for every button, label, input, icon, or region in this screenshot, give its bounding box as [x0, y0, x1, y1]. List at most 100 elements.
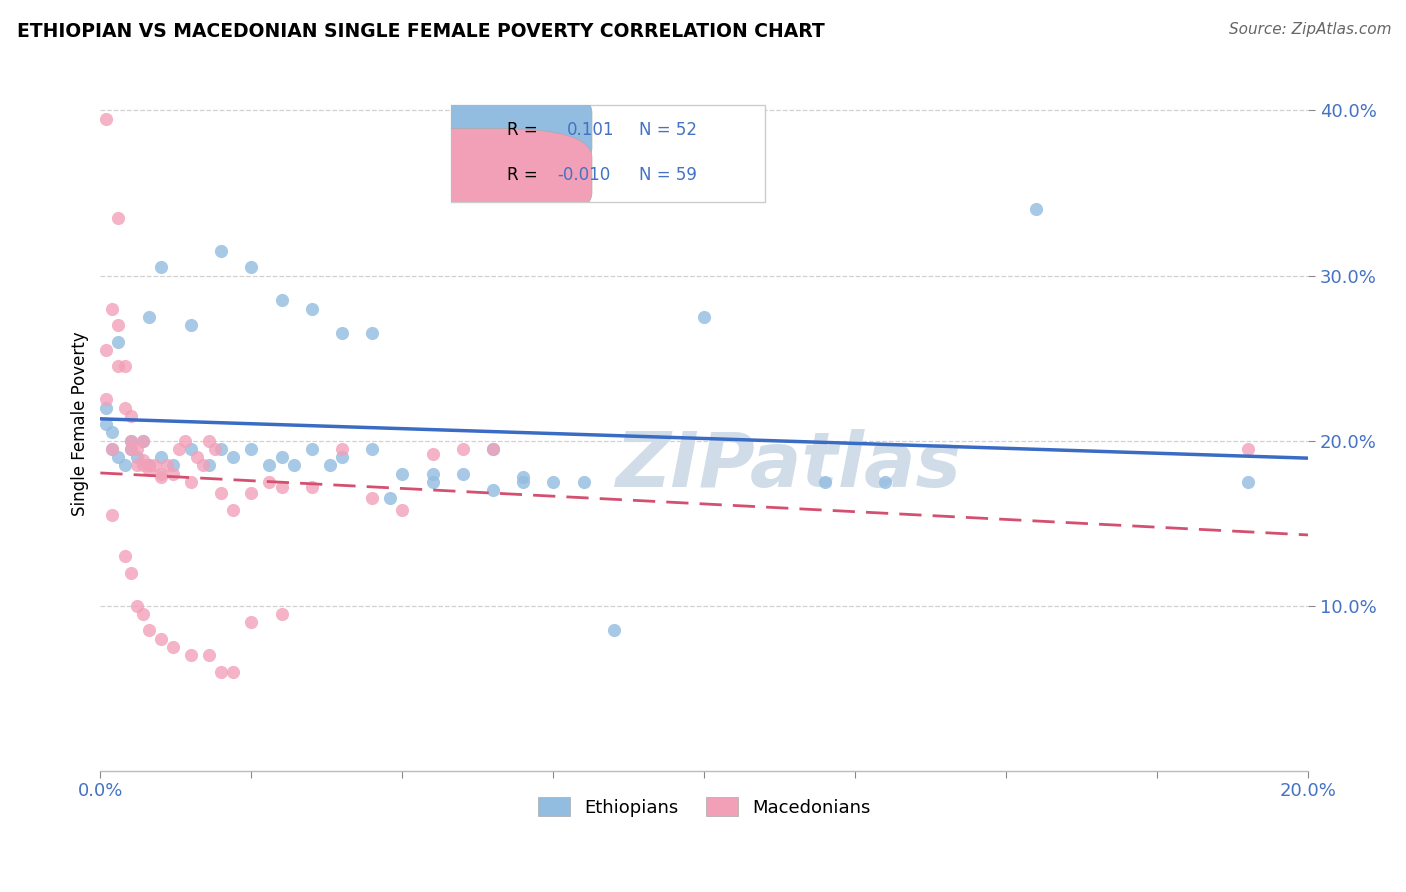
Point	[482, 483, 505, 497]
Point	[114, 359, 136, 374]
Point	[209, 244, 232, 258]
Point	[107, 359, 129, 374]
Point	[120, 434, 142, 448]
Point	[149, 632, 172, 646]
Point	[198, 434, 221, 448]
Point	[156, 458, 179, 473]
Point	[222, 503, 245, 517]
Text: ETHIOPIAN VS MACEDONIAN SINGLE FEMALE POVERTY CORRELATION CHART: ETHIOPIAN VS MACEDONIAN SINGLE FEMALE PO…	[17, 22, 825, 41]
Point	[101, 442, 124, 456]
Point	[120, 442, 142, 456]
Point	[107, 450, 129, 464]
Point	[138, 458, 160, 473]
Y-axis label: Single Female Poverty: Single Female Poverty	[72, 332, 89, 516]
Point	[96, 401, 118, 415]
Point	[422, 467, 444, 481]
Point	[693, 310, 716, 324]
Point	[482, 442, 505, 456]
Point	[125, 458, 148, 473]
Point	[512, 475, 534, 489]
Point	[96, 392, 118, 407]
Point	[204, 442, 226, 456]
Point	[138, 624, 160, 638]
Point	[301, 480, 323, 494]
Point	[391, 503, 413, 517]
Point	[259, 458, 281, 473]
Point	[131, 434, 153, 448]
Point	[125, 599, 148, 613]
Point	[96, 417, 118, 431]
Point	[180, 648, 202, 662]
Point	[149, 470, 172, 484]
Point	[107, 334, 129, 349]
Point	[240, 486, 263, 500]
Point	[114, 401, 136, 415]
Point	[96, 112, 118, 126]
Point	[380, 491, 402, 506]
Point	[451, 467, 474, 481]
Point	[107, 211, 129, 225]
Point	[131, 607, 153, 621]
Point	[512, 470, 534, 484]
Point	[174, 434, 197, 448]
Point	[330, 326, 353, 341]
Point	[186, 450, 208, 464]
Point	[1237, 475, 1260, 489]
Point	[270, 480, 292, 494]
Point	[101, 425, 124, 440]
Point	[361, 442, 384, 456]
Point	[180, 318, 202, 332]
Point	[222, 665, 245, 679]
Point	[270, 607, 292, 621]
Point	[138, 458, 160, 473]
Point	[107, 318, 129, 332]
Point	[422, 475, 444, 489]
Point	[114, 458, 136, 473]
Point	[814, 475, 837, 489]
Point	[283, 458, 305, 473]
Point	[180, 442, 202, 456]
Point	[391, 467, 413, 481]
Point	[101, 508, 124, 522]
Point	[209, 442, 232, 456]
Legend: Ethiopians, Macedonians: Ethiopians, Macedonians	[530, 790, 879, 824]
Point	[149, 450, 172, 464]
Point	[361, 326, 384, 341]
Point	[120, 409, 142, 423]
Point	[319, 458, 342, 473]
Point	[162, 640, 184, 654]
Point	[162, 458, 184, 473]
Point	[96, 343, 118, 357]
Point	[120, 566, 142, 580]
Point	[572, 475, 595, 489]
Point	[422, 447, 444, 461]
Point	[191, 458, 214, 473]
Point	[143, 458, 166, 473]
Point	[198, 648, 221, 662]
Point	[125, 450, 148, 464]
Point	[301, 301, 323, 316]
Point	[1237, 442, 1260, 456]
Point	[101, 442, 124, 456]
Point	[330, 450, 353, 464]
Point	[301, 442, 323, 456]
Point	[138, 310, 160, 324]
Point	[120, 442, 142, 456]
Point	[167, 442, 190, 456]
Point	[114, 549, 136, 563]
Point	[270, 450, 292, 464]
Point	[1025, 202, 1047, 217]
Point	[131, 434, 153, 448]
Text: Source: ZipAtlas.com: Source: ZipAtlas.com	[1229, 22, 1392, 37]
Point	[101, 301, 124, 316]
Point	[240, 260, 263, 275]
Point	[138, 463, 160, 477]
Point	[125, 442, 148, 456]
Point	[270, 293, 292, 308]
Point	[222, 450, 245, 464]
Point	[198, 458, 221, 473]
Point	[131, 458, 153, 473]
Point	[543, 475, 565, 489]
Point	[149, 260, 172, 275]
Point	[451, 442, 474, 456]
